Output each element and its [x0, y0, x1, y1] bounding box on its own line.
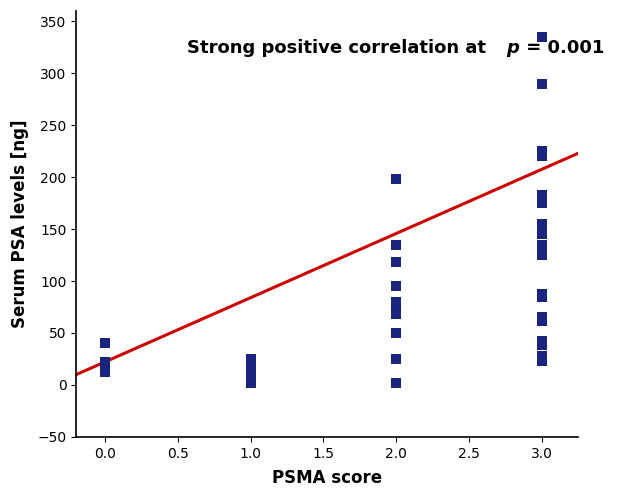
Point: [536, 231, 546, 239]
Point: [391, 241, 401, 249]
Point: [536, 220, 546, 228]
Point: [391, 175, 401, 183]
Point: [246, 379, 256, 387]
Text: p: p: [506, 39, 519, 57]
Point: [536, 152, 546, 160]
Point: [391, 310, 401, 318]
Point: [536, 241, 546, 249]
Point: [101, 340, 111, 348]
Point: [536, 352, 546, 360]
Point: [536, 357, 546, 365]
Point: [536, 199, 546, 207]
Text: Strong positive correlation at: Strong positive correlation at: [187, 39, 492, 57]
Point: [246, 366, 256, 374]
Text: = 0.001: = 0.001: [520, 39, 604, 57]
Point: [391, 355, 401, 363]
Point: [101, 369, 111, 376]
Point: [536, 355, 546, 363]
Point: [536, 80, 546, 88]
Point: [536, 191, 546, 199]
Point: [246, 373, 256, 380]
Point: [391, 258, 401, 266]
Point: [536, 251, 546, 259]
Point: [536, 289, 546, 297]
Point: [536, 313, 546, 321]
X-axis label: PSMA score: PSMA score: [272, 469, 382, 487]
Point: [536, 293, 546, 301]
Point: [536, 342, 546, 350]
Point: [391, 282, 401, 290]
Point: [536, 337, 546, 345]
Point: [391, 379, 401, 387]
Point: [101, 366, 111, 374]
Point: [536, 147, 546, 155]
Point: [391, 303, 401, 311]
Point: [536, 246, 546, 254]
Point: [246, 355, 256, 363]
Point: [536, 33, 546, 41]
Point: [101, 358, 111, 366]
Point: [246, 360, 256, 368]
Y-axis label: Serum PSA levels [ng]: Serum PSA levels [ng]: [11, 120, 29, 328]
Point: [391, 298, 401, 306]
Point: [391, 329, 401, 337]
Point: [536, 317, 546, 325]
Point: [101, 362, 111, 370]
